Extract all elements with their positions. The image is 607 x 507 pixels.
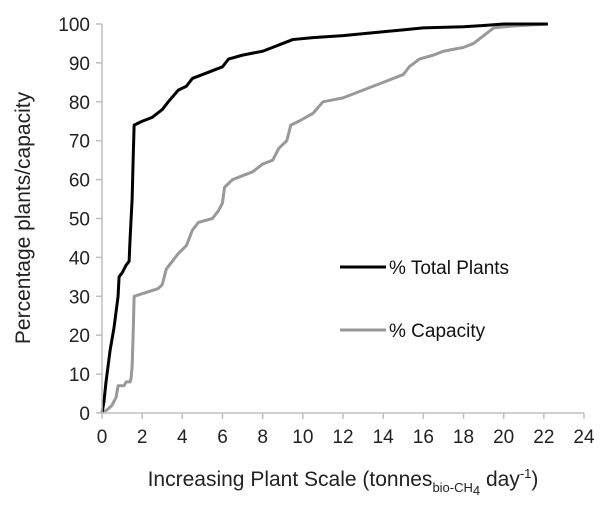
series-line-capacity xyxy=(101,22,548,415)
series-layer xyxy=(100,22,548,415)
x-tick-label: 10 xyxy=(292,427,313,448)
y-tick-label: 10 xyxy=(69,365,90,386)
y-tick-label: 50 xyxy=(69,210,90,231)
x-tick-label: 0 xyxy=(97,427,108,448)
y-tick-label: 40 xyxy=(69,248,90,269)
x-tick-label: 2 xyxy=(137,427,148,448)
y-tick-label: 100 xyxy=(58,15,90,36)
x-axis-title-main: Increasing Plant Scale (tonnes xyxy=(148,468,433,491)
x-axis-title-superscript: -1 xyxy=(520,466,532,481)
x-tick-label: 6 xyxy=(217,427,228,448)
x-tick-label: 24 xyxy=(573,427,595,448)
x-axis-title-close: ) xyxy=(531,468,538,491)
x-tick-label: 12 xyxy=(332,427,353,448)
legend-label-capacity: % Capacity xyxy=(389,321,486,342)
y-tick-label: 20 xyxy=(69,326,90,347)
tick-layer: 0 2 4 6 8 10 12 14 16 18 20 22 240102030405060708090… xyxy=(58,15,595,448)
x-axis-title-subscript-digit: 4 xyxy=(473,483,480,498)
x-tick-label: 14 xyxy=(373,427,395,448)
x-tick-label: 16 xyxy=(413,427,434,448)
x-axis-title: Increasing Plant Scale (tonnesbio-CH4 da… xyxy=(148,466,539,498)
y-tick-label: 0 xyxy=(79,404,90,425)
x-axis-title-after: day xyxy=(480,468,520,491)
x-axis-title-subscript: bio-CH xyxy=(432,480,472,495)
x-tick-label: 20 xyxy=(493,427,514,448)
x-tick-label: 8 xyxy=(257,427,268,448)
y-tick-label: 90 xyxy=(69,54,90,75)
x-tick-label: 18 xyxy=(453,427,474,448)
x-tick-label: 22 xyxy=(533,427,554,448)
y-tick-label: 60 xyxy=(69,171,90,192)
y-tick-label: 70 xyxy=(69,132,90,153)
legend: % Total Plants % Capacity xyxy=(340,258,509,342)
y-tick-label: 30 xyxy=(69,287,90,308)
y-tick-label: 80 xyxy=(69,93,90,114)
y-axis-title: Percentage plants/capacity xyxy=(12,91,35,344)
legend-label-total-plants: % Total Plants xyxy=(389,258,509,279)
series-line-total-plants xyxy=(100,22,548,414)
x-tick-label: 4 xyxy=(177,427,188,448)
